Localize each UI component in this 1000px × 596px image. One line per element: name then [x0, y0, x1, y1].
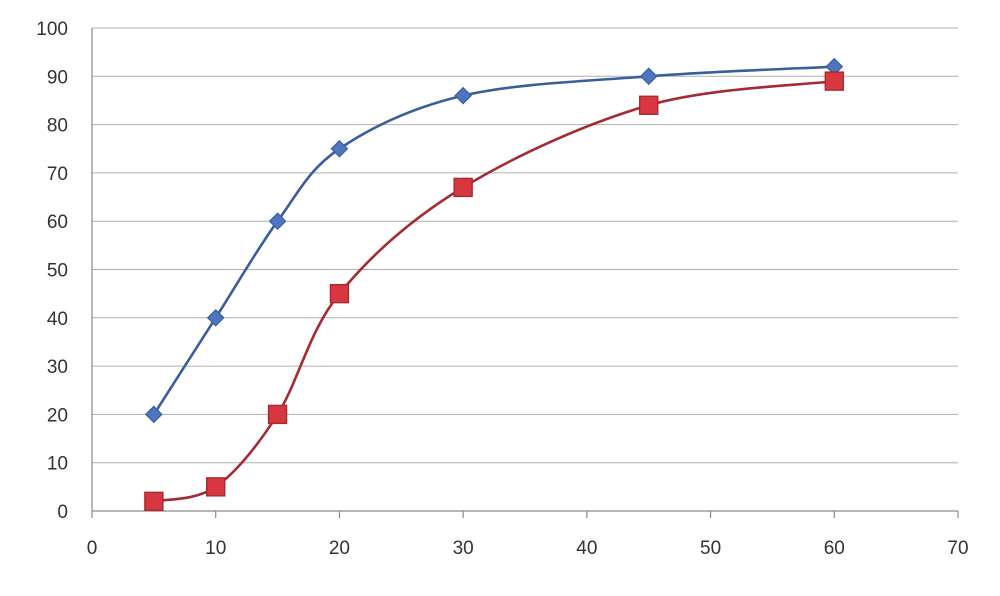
axes: [91, 28, 959, 518]
series-2-point-7: [824, 71, 844, 91]
series-1-point-3: [268, 212, 287, 231]
y-tick-label: 70: [47, 164, 68, 185]
x-tick-label: 0: [87, 538, 98, 559]
series-1-point-6: [639, 67, 658, 86]
series-2-point-6: [639, 95, 659, 115]
y-tick-label: 80: [47, 116, 68, 137]
x-tick-label: 30: [453, 538, 474, 559]
x-tick-label: 50: [700, 538, 721, 559]
y-tick-label: 10: [47, 454, 68, 475]
series-1-line: [152, 65, 836, 416]
x-tick-label: 20: [329, 538, 350, 559]
x-tick-label: 60: [824, 538, 845, 559]
series-2-point-4: [329, 283, 350, 304]
series-group: [144, 57, 844, 512]
y-tick-label: 60: [47, 212, 68, 233]
y-tick-label: 20: [47, 405, 68, 426]
series-1-point-1: [145, 405, 163, 424]
y-tick-label: 40: [47, 309, 68, 330]
y-axis-tick-labels: 0 10 20 30 40 50 60 70 80 90 100: [36, 19, 68, 523]
x-axis-tick-labels: 0 10 20 30 40 50 60 70: [87, 538, 969, 559]
x-tick-label: 10: [205, 538, 226, 559]
grid-lines: [92, 27, 958, 464]
series-1-point-4: [330, 139, 349, 158]
series-2-line: [152, 79, 836, 503]
series-2-point-3: [267, 404, 288, 425]
y-tick-label: 0: [57, 502, 68, 523]
x-tick-label: 40: [576, 538, 597, 559]
y-tick-label: 50: [47, 261, 68, 282]
y-tick-label: 100: [36, 19, 68, 40]
y-tick-label: 90: [47, 67, 68, 88]
series-1-point-5: [454, 86, 472, 105]
series-2: [144, 71, 844, 512]
series-2-point-5: [453, 177, 473, 198]
series-2-point-1: [144, 491, 164, 512]
series-1: [145, 57, 844, 424]
series-2-point-2: [206, 477, 226, 497]
x-tick-label: 70: [947, 538, 968, 559]
y-tick-label: 30: [47, 357, 68, 378]
series-1-point-2: [206, 308, 225, 327]
